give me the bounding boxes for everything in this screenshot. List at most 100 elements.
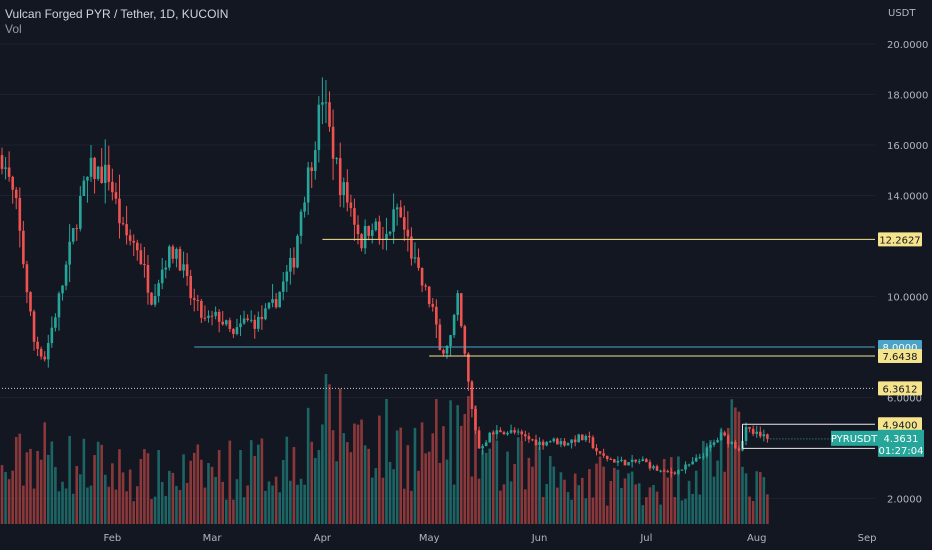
volume-bar — [260, 438, 264, 524]
candle-body — [267, 302, 271, 309]
candle-body — [709, 444, 712, 448]
bar-countdown: 01:27:04 — [879, 446, 924, 457]
candle-body — [645, 459, 648, 463]
candles — [0, 77, 769, 478]
symbol-title[interactable]: Vulcan Forged PYR / Tether, 1D, KUCOIN — [5, 7, 229, 21]
candle-body — [296, 235, 299, 268]
candle-body — [609, 458, 613, 460]
volume-bar — [730, 399, 734, 524]
candle-body — [452, 314, 456, 336]
candle-body — [506, 432, 509, 435]
volume-bar — [54, 467, 57, 524]
candle-body — [207, 315, 210, 318]
candle-body — [595, 448, 598, 452]
volume-bar — [488, 448, 492, 524]
volume-bar — [413, 427, 417, 524]
volume-bar — [541, 496, 545, 524]
volume-bar — [79, 474, 82, 524]
volume-bar — [71, 493, 75, 524]
candle-body — [64, 264, 68, 286]
candle-body — [114, 192, 118, 199]
candle-body — [431, 304, 435, 307]
y-tick-label: 16.0000 — [887, 141, 928, 152]
candle-body — [413, 257, 417, 259]
candle-body — [388, 231, 392, 234]
volume-bar — [143, 449, 146, 524]
volume-bar — [296, 484, 299, 524]
candle-body — [353, 208, 356, 225]
volume-bar — [111, 463, 114, 524]
volume-bar — [662, 458, 666, 524]
volume-bar — [135, 486, 139, 524]
candle-body — [641, 459, 645, 462]
candle-body — [232, 328, 235, 334]
candle-body — [32, 311, 36, 342]
candle-body — [139, 250, 143, 264]
volume-bar — [734, 407, 737, 524]
candle-body — [509, 430, 513, 433]
price-tag-label: 7.6438 — [883, 352, 918, 363]
volume-bar — [306, 407, 310, 524]
candle-body — [299, 211, 303, 236]
volume-bar — [566, 492, 570, 524]
candle-body — [613, 459, 616, 463]
volume-bar — [203, 487, 207, 524]
candle-body — [495, 430, 499, 435]
candle-body — [566, 443, 570, 446]
volume-bar — [303, 484, 306, 524]
volume-bar — [274, 476, 278, 524]
candle-body — [385, 233, 388, 240]
volume-bar — [207, 463, 210, 524]
candle-body — [210, 315, 214, 317]
candle-body — [360, 234, 363, 249]
price-tag-label: 12.2627 — [879, 235, 920, 246]
volume-bar — [705, 446, 709, 524]
time-axis: Feb Mar Apr May Jun Jul Aug Sep — [104, 533, 877, 544]
volume-bar — [253, 455, 257, 524]
volume-bar — [516, 437, 520, 524]
candle-body — [86, 176, 89, 181]
price-tag-bg — [878, 381, 922, 396]
volume-bar — [175, 485, 178, 524]
volume-bar — [726, 427, 730, 524]
candle-body — [164, 267, 168, 270]
candle-body — [221, 321, 225, 325]
volume-bar — [14, 437, 18, 524]
volume-indicator-label[interactable]: Vol — [5, 22, 22, 36]
volume-bar — [723, 471, 726, 524]
candle-body — [662, 470, 666, 472]
candle-body — [630, 459, 634, 463]
candle-body — [310, 167, 314, 172]
candle-body — [449, 335, 452, 346]
volume-bar — [178, 490, 182, 524]
volume-bar — [196, 444, 200, 524]
candle-body — [378, 221, 381, 239]
volume-bar — [527, 457, 531, 524]
volume-bar — [22, 485, 25, 524]
volume-bar — [64, 488, 68, 524]
candle-body — [160, 269, 164, 284]
volume-bar — [552, 466, 556, 524]
volume-bar — [741, 466, 744, 524]
volume-bar — [235, 479, 239, 524]
volume-bar — [709, 440, 712, 524]
volume-bar — [399, 427, 403, 524]
volume-bar — [677, 456, 680, 524]
candle-body — [278, 291, 281, 308]
volume-bar — [299, 478, 303, 524]
last-price-tag-bg — [878, 429, 924, 457]
volume-bar — [605, 505, 609, 524]
candle-body — [541, 441, 545, 446]
candle-body — [143, 263, 146, 265]
candle-body — [744, 426, 748, 441]
volume-bar — [346, 442, 349, 524]
price-tag-bg — [878, 417, 922, 432]
candle-body — [513, 430, 516, 433]
candle-body — [534, 439, 538, 446]
candle-body — [527, 436, 531, 440]
volume-bar — [467, 396, 470, 524]
volume-bar — [388, 461, 392, 524]
volume-bar — [573, 473, 577, 524]
candle-body — [239, 323, 242, 328]
